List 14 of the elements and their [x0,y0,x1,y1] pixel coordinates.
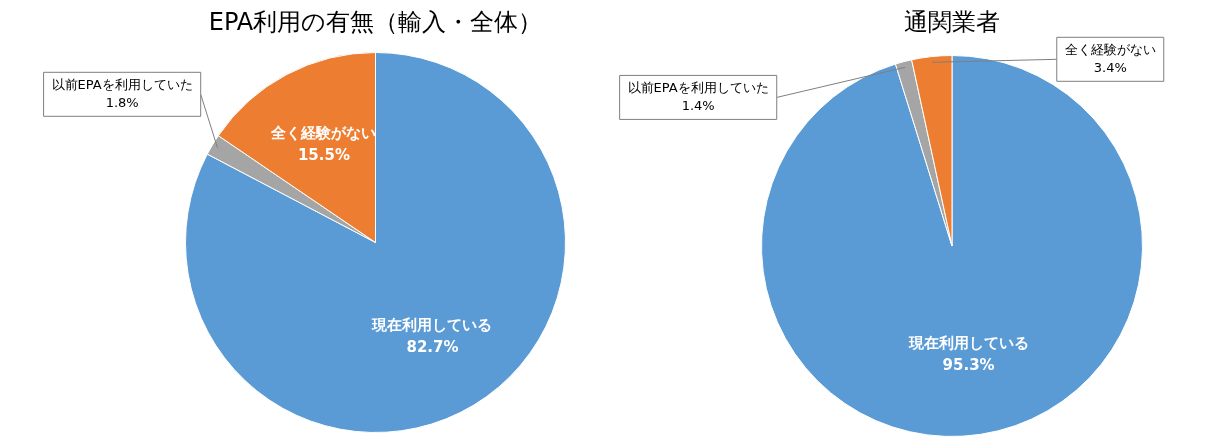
data-label: 3.4% [1093,59,1127,75]
chart-title: 通関業者 [904,8,1000,37]
data-label: 15.5% [297,146,350,164]
slice-label: 現在利用している [371,315,493,334]
data-label: 1.4% [681,97,715,113]
slice-label: 全く経験がない [1064,41,1156,57]
data-label: 82.7% [406,337,459,356]
slice-label: 以前EPAを利用していた [627,79,769,95]
slice-label: 全く経験がない [270,124,377,142]
data-label: 95.3% [942,356,995,375]
slice-label: 現在利用している [907,334,1029,353]
data-label: 1.8% [105,94,139,110]
slice-label: 以前EPAを利用していた [51,76,193,92]
chart-title: EPA利用の有無（輸入・全体） [208,8,543,37]
